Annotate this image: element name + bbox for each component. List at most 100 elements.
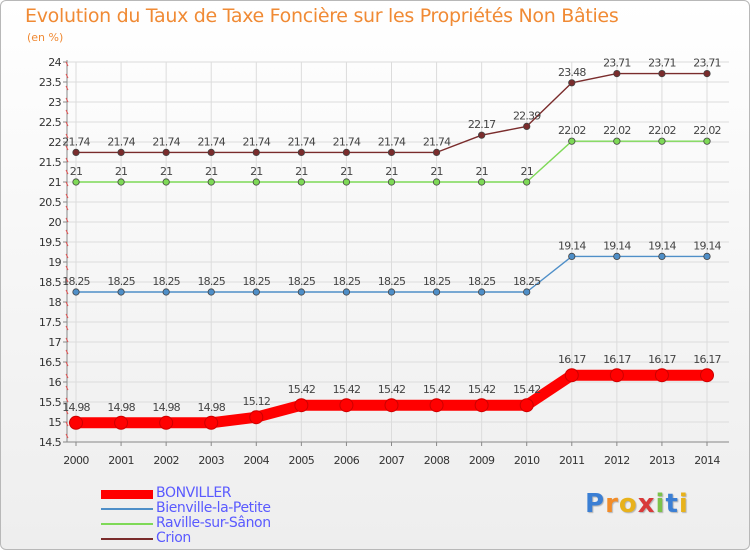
logo-letter: P xyxy=(585,489,606,519)
data-label-bonviller: 14.98 xyxy=(107,401,135,414)
y-axis-dash xyxy=(65,349,69,355)
data-label-crion: 23.71 xyxy=(603,57,631,70)
y-tick-label: 22.5 xyxy=(39,116,62,129)
y-tick-label: 19 xyxy=(48,256,61,269)
legend-item: Raville-sur-Sânon xyxy=(101,515,321,531)
data-point-crion xyxy=(207,148,215,156)
data-label-raville-sur-sanon: 21 xyxy=(430,165,442,178)
data-point-raville-sur-sanon xyxy=(207,178,215,186)
y-tick-label: 18.5 xyxy=(39,276,62,289)
y-tick-label: 21.5 xyxy=(39,156,62,169)
y-axis-dash xyxy=(65,397,69,403)
data-point-raville-sur-sanon xyxy=(117,178,125,186)
data-label-bienville-la-petite: 18.25 xyxy=(62,275,90,288)
y-axis-dash xyxy=(65,133,69,139)
y-axis-dash xyxy=(65,241,69,247)
data-point-crion xyxy=(478,131,486,139)
data-point-raville-sur-sanon xyxy=(523,178,531,186)
legend-item: BONVILLER xyxy=(101,485,321,501)
data-label-bonviller: 15.42 xyxy=(468,383,496,396)
y-axis-dash xyxy=(65,157,69,163)
y-tick-label: 16.5 xyxy=(39,356,62,369)
x-tick-label: 2005 xyxy=(289,454,315,467)
data-label-crion: 21.74 xyxy=(288,135,316,148)
data-label-raville-sur-sanon: 21 xyxy=(205,165,217,178)
legend-swatch xyxy=(101,489,153,499)
data-label-bienville-la-petite: 19.14 xyxy=(558,239,586,252)
series-group xyxy=(69,70,714,430)
y-tick-label: 16 xyxy=(48,376,61,389)
x-tick-label: 2007 xyxy=(379,454,405,467)
data-point-raville-sur-sanon xyxy=(297,178,305,186)
data-label-raville-sur-sanon: 21 xyxy=(475,165,487,178)
x-tick-label: 2003 xyxy=(198,454,224,467)
data-point-crion xyxy=(252,148,260,156)
data-label-crion: 23.48 xyxy=(558,66,586,79)
data-point-raville-sur-sanon xyxy=(252,178,260,186)
x-tick-label: 2014 xyxy=(694,454,720,467)
data-label-bonviller: 16.17 xyxy=(693,353,721,366)
logo-letter: t xyxy=(665,489,679,519)
data-point-bonviller xyxy=(519,398,534,413)
data-point-bonviller xyxy=(114,415,129,430)
data-point-crion xyxy=(703,70,711,78)
y-axis-dash xyxy=(65,385,69,391)
grid xyxy=(67,61,729,443)
x-tick-label: 2010 xyxy=(514,454,540,467)
y-axis-dash xyxy=(65,301,69,307)
data-label-bonviller: 14.98 xyxy=(197,401,225,414)
proxiti-logo: Proxiti xyxy=(585,489,689,519)
data-labels: 18.25 18.25 18.25 18.25 18.25 18.25 18.25 18.25… xyxy=(62,57,722,414)
legend-item: Crion xyxy=(101,530,321,546)
data-label-bienville-la-petite: 18.25 xyxy=(107,275,135,288)
y-axis-dash xyxy=(65,265,69,271)
data-label-bienville-la-petite: 18.25 xyxy=(468,275,496,288)
data-point-bonviller xyxy=(609,368,624,383)
logo-letter: i xyxy=(678,489,689,519)
data-label-bienville-la-petite: 18.25 xyxy=(378,275,406,288)
data-label-bienville-la-petite: 19.14 xyxy=(648,239,676,252)
legend-label: Crion xyxy=(156,530,191,546)
y-tick-label: 23.5 xyxy=(39,76,62,89)
data-label-bienville-la-petite: 18.25 xyxy=(333,275,361,288)
data-point-bienville-la-petite xyxy=(613,252,621,260)
x-tick-label: 2002 xyxy=(153,454,179,467)
data-point-bienville-la-petite xyxy=(342,288,351,296)
data-label-crion: 23.71 xyxy=(648,57,676,70)
data-label-bienville-la-petite: 18.25 xyxy=(243,275,271,288)
data-label-crion: 21.74 xyxy=(243,135,271,148)
y-tick-label: 21 xyxy=(48,176,61,189)
data-label-bonviller: 16.17 xyxy=(603,353,631,366)
data-point-bienville-la-petite xyxy=(568,252,576,260)
data-point-bienville-la-petite xyxy=(523,288,531,296)
data-label-crion: 21.74 xyxy=(152,135,180,148)
y-tick-label: 20 xyxy=(48,216,61,229)
data-label-crion: 22.39 xyxy=(513,109,541,122)
legend: BONVILLER Bienville-la-Petite Raville-sur-… xyxy=(101,485,321,546)
data-point-raville-sur-sanon xyxy=(387,178,396,186)
data-label-raville-sur-sanon: 21 xyxy=(160,165,172,178)
data-label-bienville-la-petite: 18.25 xyxy=(423,275,451,288)
data-point-bienville-la-petite xyxy=(297,288,305,296)
y-axis-dash xyxy=(65,97,69,103)
data-point-crion xyxy=(658,70,666,78)
y-tick-label: 23 xyxy=(48,96,61,109)
data-label-bonviller: 16.17 xyxy=(558,353,586,366)
data-point-bonviller xyxy=(69,415,83,430)
y-axis-dash xyxy=(65,289,69,295)
data-point-bonviller xyxy=(564,368,579,383)
data-point-bonviller xyxy=(474,398,489,413)
data-point-bienville-la-petite xyxy=(432,288,441,296)
data-point-bienville-la-petite xyxy=(478,288,486,296)
data-point-bonviller xyxy=(429,398,444,413)
x-tick-label: 2006 xyxy=(334,454,360,467)
y-tick-label: 17.5 xyxy=(39,316,62,329)
legend-swatch xyxy=(101,523,153,525)
data-label-bienville-la-petite: 19.14 xyxy=(603,239,631,252)
logo-letter: o xyxy=(618,489,638,519)
data-point-bienville-la-petite xyxy=(207,288,215,296)
data-label-raville-sur-sanon: 21 xyxy=(70,165,82,178)
y-axis-dash xyxy=(65,421,69,427)
data-point-crion xyxy=(387,148,396,156)
x-tick-label: 2001 xyxy=(108,454,134,467)
